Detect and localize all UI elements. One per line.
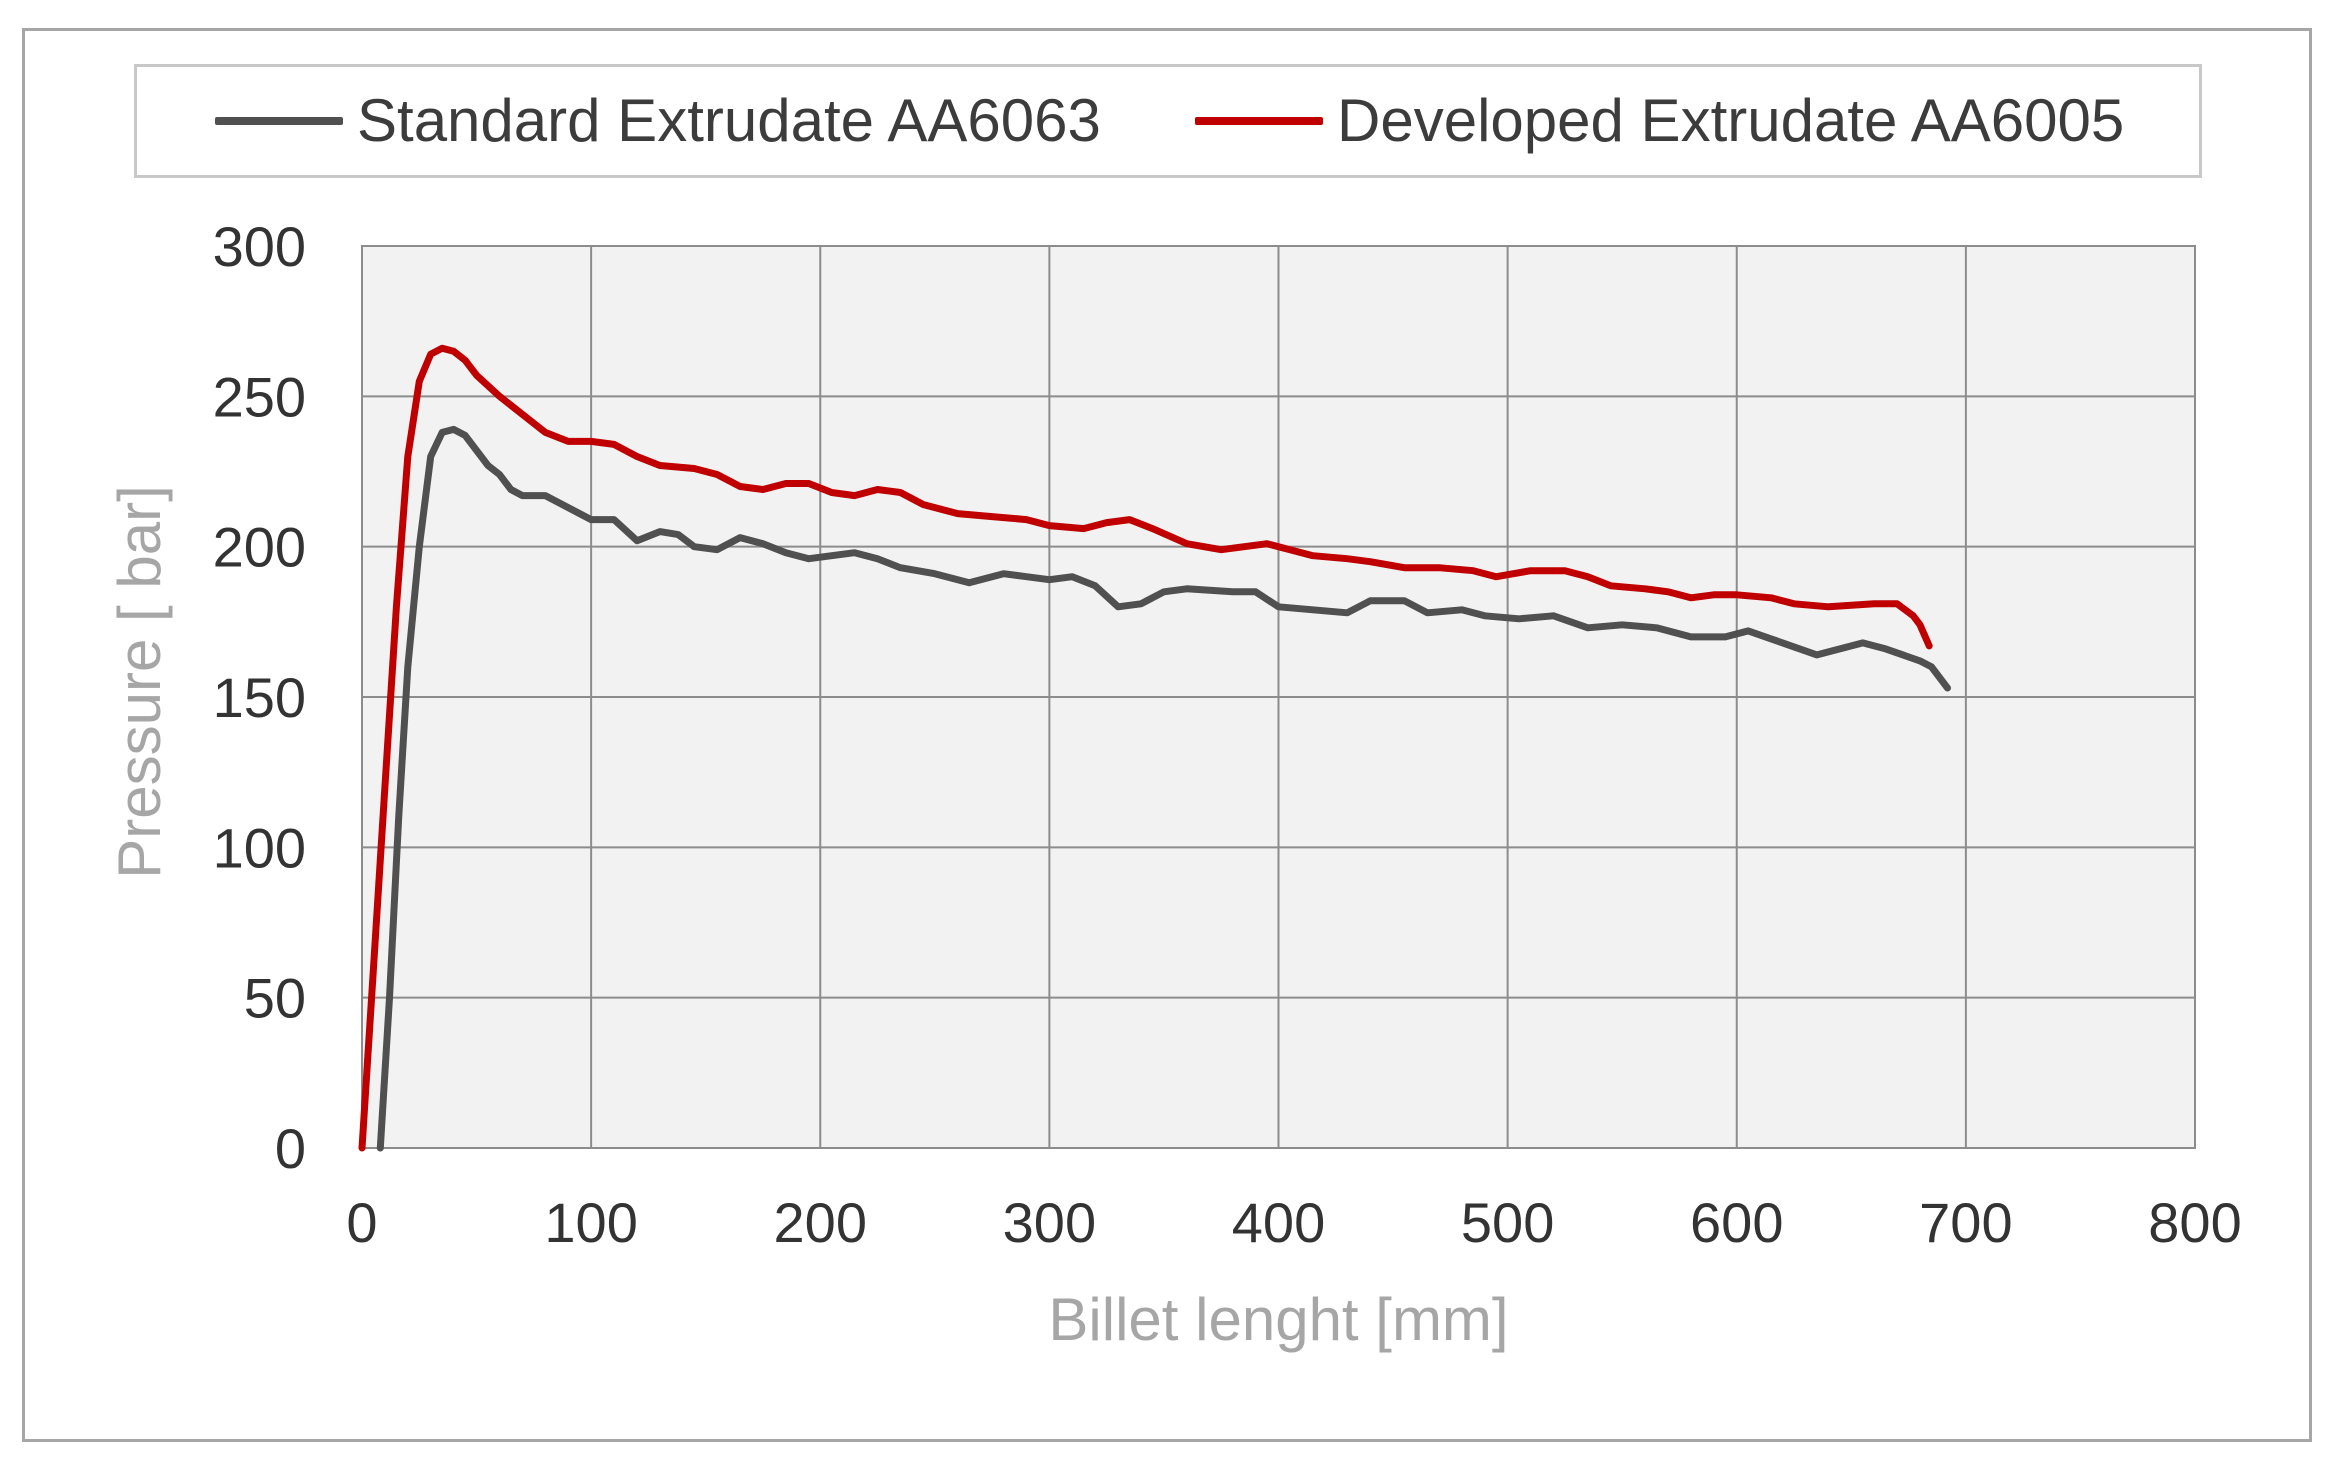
y-tick-label-300: 300 [213, 215, 306, 278]
legend-label-standard: Standard Extrudate AA6063 [357, 87, 1101, 154]
x-tick-label-700: 700 [1919, 1191, 2012, 1254]
legend-entry-developed: Developed Extrudate AA6005 [1195, 67, 2124, 175]
x-tick-label-200: 200 [774, 1191, 867, 1254]
y-tick-label-0: 0 [275, 1117, 306, 1180]
legend-entry-standard: Standard Extrudate AA6063 [215, 67, 1101, 175]
legend-swatch-developed [1195, 117, 1323, 125]
series-line-developed [358, 344, 1933, 1152]
y-tick-label-250: 250 [213, 365, 306, 428]
y-tick-label-100: 100 [213, 816, 306, 879]
x-tick-label-400: 400 [1232, 1191, 1325, 1254]
y-tick-label-50: 50 [244, 967, 306, 1030]
x-tick-label-800: 800 [2148, 1191, 2241, 1254]
y-axis-title: Pressure [ bar] [106, 485, 173, 879]
series-line-standard [376, 425, 1951, 1152]
chart-legend: Standard Extrudate AA6063 Developed Extr… [134, 64, 2202, 178]
y-tick-label-200: 200 [213, 516, 306, 579]
plot-border [361, 245, 2196, 1149]
x-axis-title: Billet lenght [mm] [1048, 1286, 1508, 1353]
x-tick-label-300: 300 [1003, 1191, 1096, 1254]
legend-swatch-standard [215, 117, 343, 125]
x-tick-label-600: 600 [1690, 1191, 1783, 1254]
x-tick-label-0: 0 [346, 1191, 377, 1254]
legend-label-developed: Developed Extrudate AA6005 [1337, 87, 2125, 154]
x-tick-label-100: 100 [544, 1191, 637, 1254]
x-tick-label-500: 500 [1461, 1191, 1554, 1254]
y-tick-label-150: 150 [213, 666, 306, 729]
